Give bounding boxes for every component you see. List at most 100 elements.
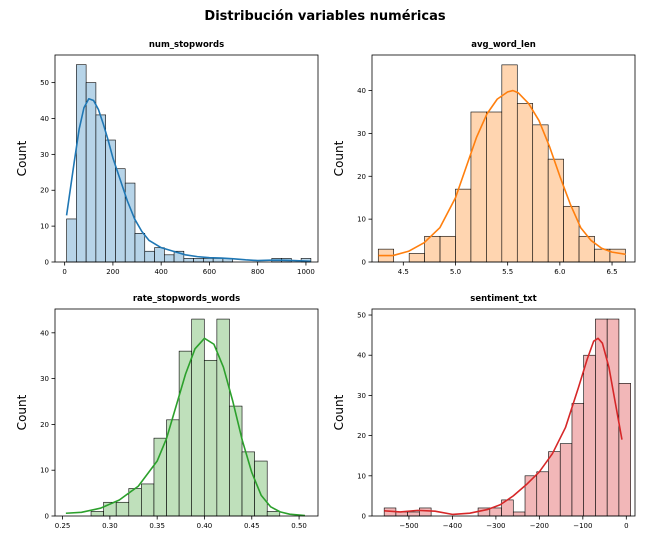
histogram-bar: [76, 64, 87, 263]
histogram-bar: [95, 114, 106, 263]
histogram-bar: [124, 182, 136, 263]
histogram-bar: [85, 82, 97, 263]
histogram-bar: [193, 258, 204, 263]
x-tick-label: 0.25: [55, 522, 71, 530]
subplot-rate-stopwords-words: rate_stopwords_words 0.25 0.30 0.35 0.40 0.45…: [15, 294, 319, 530]
x-tick-label: 0.50: [291, 522, 307, 530]
y-tick-label: 30: [357, 130, 366, 138]
y-tick-label: 50: [40, 79, 49, 87]
histogram-bar: [153, 437, 167, 517]
x-tick-label: 0.40: [197, 522, 213, 530]
histogram-bar: [164, 254, 175, 263]
histogram-bars: [377, 64, 626, 263]
x-tick-label: −500: [399, 522, 418, 530]
histogram-bar: [524, 475, 538, 517]
histogram-bar: [266, 511, 281, 517]
histogram-bar: [516, 103, 534, 263]
axes-frame: [371, 308, 636, 517]
x-tick-label: 200: [106, 268, 119, 276]
y-axis-label: Count: [15, 394, 29, 430]
histogram-bar: [548, 451, 561, 517]
histogram-bar: [571, 403, 585, 517]
subplot-title: avg_word_len: [471, 40, 536, 50]
x-tick-label: 4.5: [398, 268, 409, 276]
histogram-bar: [512, 511, 526, 517]
y-tick-label: 40: [40, 329, 49, 337]
x-tick-label: 600: [203, 268, 216, 276]
histogram-bar: [216, 318, 230, 517]
y-axis-label: Count: [15, 140, 29, 176]
histogram-bar: [408, 253, 425, 263]
subplot-sentiment-txt: sentiment_txt −500 −400 −300 −200 −100 0 0 10 20 3…: [332, 294, 636, 530]
y-tick-label: 40: [40, 115, 49, 123]
kde-line: [65, 337, 306, 517]
histogram-bar: [191, 318, 205, 517]
y-tick-label: 50: [357, 312, 366, 320]
histogram-bar: [66, 218, 77, 263]
y-tick-label: 20: [40, 187, 49, 195]
histogram-bar: [141, 483, 155, 517]
y-tick-label: 0: [362, 259, 366, 267]
histogram-bar: [486, 111, 503, 263]
histogram-bar: [419, 507, 432, 517]
x-tick-label: 5.0: [450, 268, 461, 276]
histogram-bar: [115, 501, 130, 517]
histogram-bar: [563, 205, 580, 263]
x-tick-label: 400: [154, 268, 167, 276]
subplot-title: sentiment_txt: [470, 294, 536, 304]
axes-frame: [371, 54, 636, 263]
histogram-bar: [90, 511, 104, 517]
histogram-bar: [583, 354, 596, 517]
subplot-avg-word-len: avg_word_len 4.5 5.0 5.5 6.0 6.5 0 10 20 30 40 Coun…: [332, 40, 636, 276]
x-tick-label: 0: [62, 268, 66, 276]
x-tick-label: 6.0: [554, 268, 565, 276]
histogram-bar: [578, 235, 595, 263]
x-tick-label: 5.5: [502, 268, 513, 276]
histogram-bars: [383, 318, 631, 517]
x-tick-label: −200: [530, 522, 549, 530]
axes-frame: [54, 308, 319, 517]
histogram-bar: [144, 250, 155, 263]
histogram-bar: [489, 507, 502, 517]
x-tick-label: 0.45: [244, 522, 260, 530]
histogram-bar: [115, 168, 126, 263]
histogram-bar: [618, 383, 631, 517]
y-tick-label: 40: [357, 87, 366, 95]
figure-title: Distribución variables numéricas: [204, 9, 446, 24]
subplot-num-stopwords: num_stopwords 0 200 400 600 800 1000 0 10 20 30 40 5…: [15, 40, 319, 276]
histogram-bar: [536, 471, 549, 517]
y-tick-label: 30: [40, 375, 49, 383]
y-tick-label: 20: [357, 432, 366, 440]
histogram-bar: [154, 247, 165, 263]
histogram-bar: [183, 258, 194, 263]
y-tick-label: 20: [40, 421, 49, 429]
x-tick-label: 800: [251, 268, 264, 276]
y-axis-label: Count: [332, 394, 346, 430]
histogram-bar: [254, 460, 268, 517]
y-tick-label: 10: [357, 216, 366, 224]
axes-frame: [54, 54, 319, 263]
x-tick-label: 0: [624, 522, 628, 530]
y-tick-label: 20: [357, 173, 366, 181]
y-tick-label: 30: [40, 151, 49, 159]
histogram-bar: [229, 405, 243, 517]
kde-line: [65, 97, 311, 263]
histogram-bar: [439, 235, 456, 263]
histogram-bars: [66, 64, 312, 263]
x-tick-label: 1000: [297, 268, 315, 276]
histogram-bar: [455, 188, 472, 263]
y-tick-label: 0: [362, 513, 366, 521]
histogram-bar: [212, 258, 224, 263]
histogram-bar: [595, 318, 608, 517]
y-tick-label: 10: [357, 472, 366, 480]
y-tick-label: 40: [357, 352, 366, 360]
subplot-title: rate_stopwords_words: [133, 294, 240, 304]
histogram-bar: [559, 443, 573, 517]
histogram-bar: [547, 158, 564, 263]
y-tick-label: 0: [45, 513, 49, 521]
histogram-bar: [609, 248, 626, 263]
histogram-bar: [407, 511, 420, 517]
x-tick-label: 0.30: [102, 522, 118, 530]
histogram-bar: [606, 318, 620, 517]
histogram-bar: [105, 139, 116, 263]
